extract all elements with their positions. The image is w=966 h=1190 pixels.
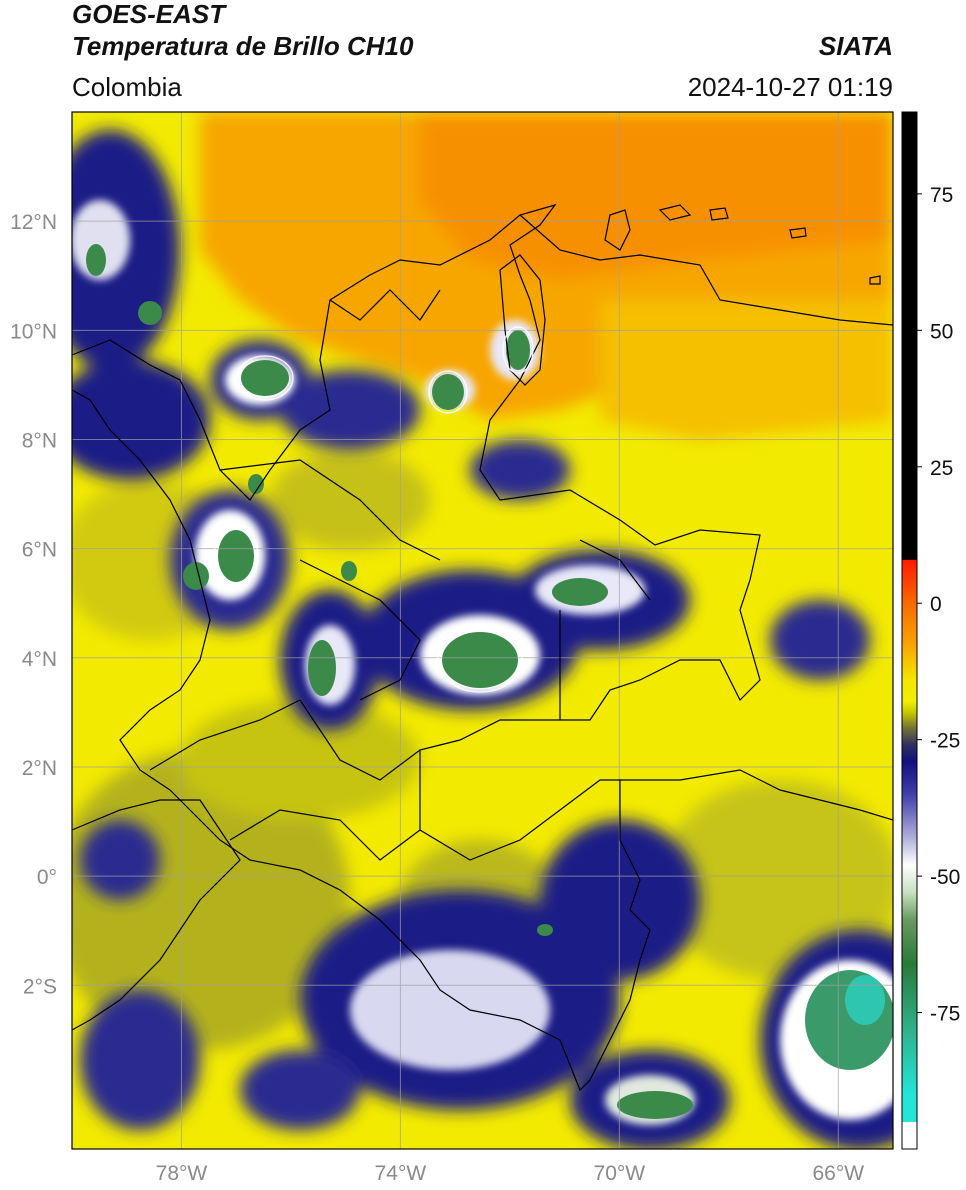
longitude-labels: 78°W 74°W 70°W 66°W (156, 1162, 865, 1185)
graticule (72, 112, 893, 1149)
title-satellite: GOES-EAST (72, 0, 226, 29)
internal-border-f (229, 809, 421, 861)
colorbar-tick-label: 50 (930, 320, 953, 343)
colorbar-scale (901, 111, 918, 1150)
island-3 (789, 227, 807, 239)
island-1 (658, 204, 692, 221)
coldest-core-layer (86, 244, 893, 1119)
ecuador-border (72, 799, 241, 1031)
lat-tick-label: 6°N (22, 539, 57, 562)
island-4 (869, 275, 881, 285)
region-label: Colombia (72, 72, 182, 102)
internal-border-g (579, 539, 651, 601)
cold-contours (213, 326, 534, 693)
lat-tick-label: 2°S (23, 975, 57, 998)
colorbar-tick-label: 25 (930, 457, 953, 480)
colorbar-tick-label: 75 (930, 184, 953, 207)
internal-border-d (329, 289, 441, 321)
timestamp: 2024-10-27 01:19 (687, 72, 893, 102)
colorbar-tick-label: 0 (930, 593, 942, 616)
island-2 (709, 207, 729, 221)
lon-tick-label: 74°W (375, 1162, 427, 1185)
lake-maracaibo (499, 254, 546, 386)
lat-tick-label: 12°N (10, 211, 57, 234)
colombia-border (72, 203, 761, 1092)
lat-tick-label: 0° (37, 866, 57, 889)
latitude-labels: 12°N 10°N 8°N 6°N 4°N 2°N 0° 2°S (10, 211, 57, 998)
colorbar-tick-label: -25 (930, 730, 960, 753)
lat-tick-label: 2°N (22, 757, 57, 780)
colorbar-ticks: 75 50 25 0 -25 -50 -75 (917, 184, 960, 1026)
colorbar-tick-label: -75 (930, 1003, 960, 1026)
lon-tick-label: 70°W (594, 1162, 646, 1185)
colorbar: 75 50 25 0 -25 -50 -75 (901, 111, 960, 1150)
brazil-border (620, 769, 893, 821)
map-panel (72, 112, 893, 1149)
title-product: Temperatura de Brillo CH10 (72, 31, 414, 61)
lon-tick-label: 78°W (156, 1162, 208, 1185)
lat-tick-label: 10°N (10, 320, 57, 343)
lat-tick-label: 8°N (22, 429, 57, 452)
lat-tick-label: 4°N (22, 648, 57, 671)
colorbar-tick-label: -50 (930, 866, 960, 889)
internal-border-e (149, 699, 421, 781)
borders (72, 203, 893, 1092)
warm-sea-layer (200, 112, 893, 440)
paraguana-peninsula (604, 209, 631, 251)
internal-border-c (219, 459, 441, 561)
lon-tick-label: 66°W (812, 1162, 864, 1185)
venezuela-coast (519, 214, 893, 326)
internal-border-b (299, 559, 421, 701)
plot-frame (71, 111, 894, 1150)
brand-label: SIATA (818, 31, 893, 61)
